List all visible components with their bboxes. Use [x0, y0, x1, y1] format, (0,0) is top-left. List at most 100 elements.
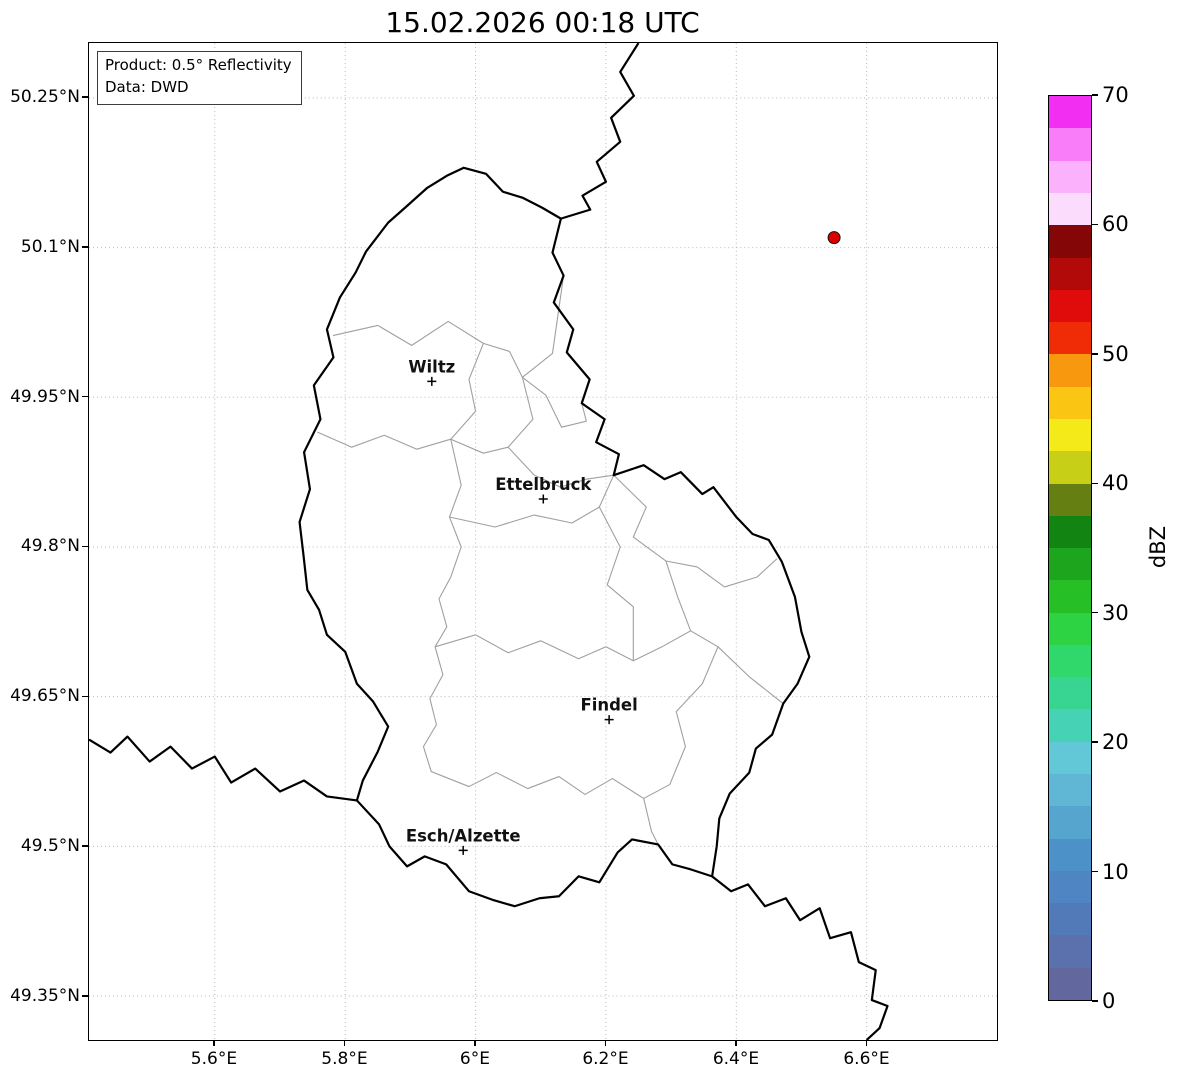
colorbar-segment	[1049, 160, 1091, 193]
colorbar	[1048, 95, 1092, 1001]
y-tick-mark	[82, 845, 88, 847]
colorbar-segment	[1049, 903, 1091, 936]
country-border	[560, 43, 640, 220]
canton-border	[430, 771, 659, 845]
colorbar-segment	[1049, 289, 1091, 323]
radar-location-marker	[827, 231, 841, 245]
y-tick-label: 50.25°N	[10, 86, 80, 107]
colorbar-segment	[1049, 935, 1091, 968]
colorbar-tick-label: 70	[1102, 83, 1129, 107]
colorbar-tick-mark	[1092, 482, 1098, 485]
colorbar-segment	[1049, 548, 1091, 581]
y-tick-label: 49.8°N	[20, 536, 80, 557]
colorbar-segment	[1049, 257, 1091, 290]
city-label: Ettelbruck	[495, 475, 592, 494]
canton-border	[317, 376, 534, 454]
colorbar-segment	[1049, 644, 1091, 678]
colorbar-segment	[1049, 612, 1091, 645]
colorbar-segment	[1049, 418, 1091, 452]
x-tick-label: 6.2°E	[582, 1049, 629, 1069]
colorbar-segment	[1049, 451, 1091, 484]
x-tick-label: 5.8°E	[321, 1049, 368, 1069]
luxembourg-map: Wiltz Ettelbruck Findel Esch/Alzette	[89, 43, 997, 1040]
x-tick-mark	[213, 1040, 215, 1046]
x-tick-mark	[735, 1040, 737, 1046]
colorbar-segment	[1049, 967, 1091, 1000]
canton-border	[665, 560, 692, 632]
y-tick-label: 49.95°N	[10, 386, 80, 407]
y-tick-mark	[82, 395, 88, 398]
y-tick-mark	[82, 695, 88, 698]
canton-border	[643, 646, 719, 799]
y-tick-mark	[82, 545, 88, 548]
colorbar-segment	[1049, 774, 1091, 807]
map-plot-area: Wiltz Ettelbruck Findel Esch/Alzette Produc…	[88, 42, 998, 1041]
canton-border	[448, 474, 615, 528]
product-info-box: Product: 0.5° Reflectivity Data: DWD	[97, 51, 302, 105]
colorbar-segment	[1049, 128, 1091, 161]
colorbar-tick-mark	[1092, 94, 1098, 96]
x-tick-mark	[343, 1040, 346, 1046]
colorbar-tick-label: 40	[1102, 471, 1129, 496]
country-border	[89, 735, 358, 802]
canton-border	[434, 630, 784, 705]
colorbar-segment	[1049, 709, 1091, 742]
colorbar-segment	[1049, 870, 1091, 904]
canton-border	[613, 474, 778, 588]
colorbar-segment	[1049, 96, 1091, 129]
city-label: Wiltz	[408, 357, 455, 376]
data-source-label: Data: DWD	[105, 77, 189, 96]
colorbar-tick-mark	[1092, 223, 1098, 226]
x-tick-label: 5.6°E	[190, 1049, 238, 1069]
y-tick-mark	[82, 995, 88, 997]
canton-border	[507, 446, 615, 488]
x-tick-label: 6°E	[459, 1049, 490, 1069]
canton-border	[521, 376, 587, 428]
x-tick-mark	[474, 1040, 476, 1046]
colorbar-tick-label: 60	[1102, 212, 1129, 237]
colorbar-segment	[1049, 580, 1091, 613]
product-label: Product: 0.5° Reflectivity	[105, 56, 292, 74]
y-tick-label: 50.1°N	[20, 236, 80, 257]
city-marker	[458, 845, 468, 855]
colorbar-segment	[1049, 838, 1091, 871]
y-tick-label: 49.65°N	[10, 686, 80, 707]
colorbar-tick-mark	[1092, 870, 1098, 873]
colorbar-tick-mark	[1092, 611, 1098, 614]
x-tick-label: 6.4°E	[712, 1049, 760, 1069]
luxembourg-border	[298, 166, 811, 908]
x-tick-label: 6.6°E	[843, 1049, 890, 1069]
y-tick-label: 49.5°N	[20, 836, 80, 857]
colorbar-segment	[1049, 677, 1091, 710]
canton-border	[450, 342, 484, 440]
x-tick-mark	[865, 1040, 868, 1046]
colorbar-tick-label: 50	[1102, 341, 1129, 366]
colorbar-segment	[1049, 192, 1091, 226]
country-border	[711, 875, 889, 1040]
colorbar-segment	[1049, 806, 1091, 839]
y-tick-mark	[82, 246, 88, 248]
colorbar-segment	[1049, 386, 1091, 419]
canton-border	[598, 506, 634, 662]
colorbar-segment	[1049, 741, 1091, 775]
y-tick-mark	[82, 96, 88, 98]
colorbar-segment	[1049, 515, 1091, 549]
city-marker	[427, 376, 437, 386]
colorbar-segment	[1049, 322, 1091, 355]
x-tick-mark	[604, 1040, 607, 1046]
colorbar-segment	[1049, 354, 1091, 387]
colorbar-tick-mark	[1092, 741, 1098, 743]
canton-border	[422, 438, 462, 773]
city-label: Esch/Alzette	[406, 826, 521, 845]
city-marker	[538, 494, 548, 504]
colorbar-tick-label: 0	[1102, 989, 1116, 1013]
colorbar-tick-label: 10	[1102, 859, 1129, 884]
colorbar-tick-label: 30	[1102, 600, 1129, 625]
y-tick-label: 49.35°N	[10, 986, 80, 1007]
colorbar-tick-mark	[1092, 1000, 1098, 1002]
city-label: Findel	[581, 696, 638, 715]
plot-title: 15.02.2026 00:18 UTC	[385, 6, 700, 39]
colorbar-segment	[1049, 483, 1091, 516]
colorbar-unit-label: dBZ	[1146, 525, 1170, 569]
